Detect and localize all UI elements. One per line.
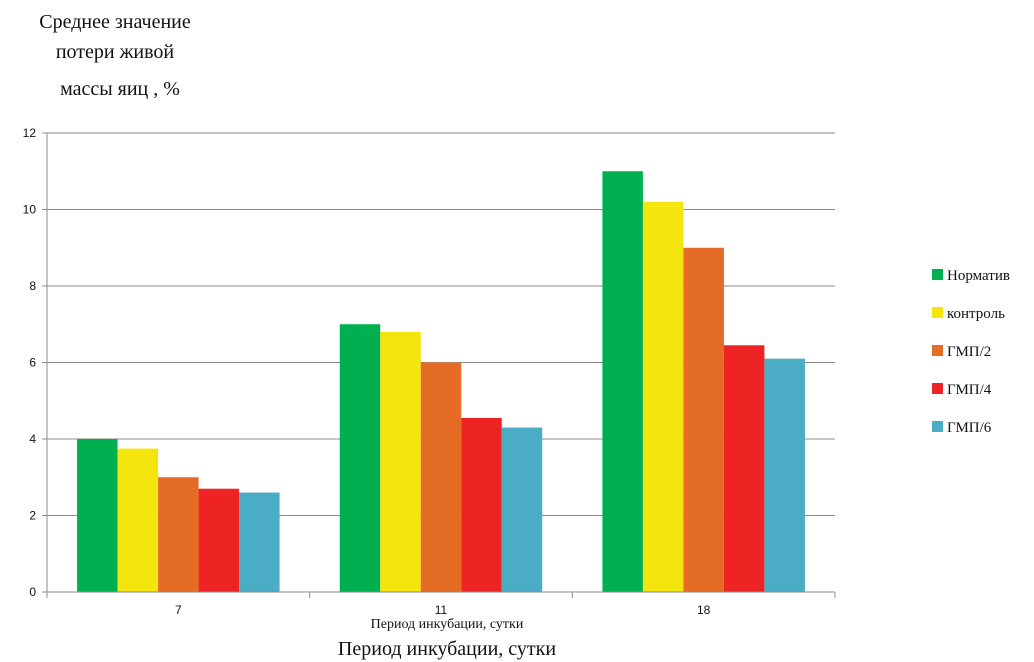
legend-label: Норматив xyxy=(947,268,1010,284)
y-tick-label: 12 xyxy=(23,126,37,140)
legend-swatch xyxy=(932,269,943,280)
bar xyxy=(642,201,684,592)
x-tick-labels: 7 11 18 xyxy=(175,603,711,617)
bar xyxy=(380,331,421,592)
legend-label: ГМП/2 xyxy=(947,344,991,360)
bar xyxy=(339,324,381,592)
x-tick-label: 18 xyxy=(697,603,711,617)
y-tick-label: 10 xyxy=(23,203,37,217)
legend-swatch xyxy=(932,307,943,318)
y-axis-title-line-1: Среднее значение xyxy=(39,11,191,33)
bar xyxy=(501,427,543,592)
x-tick-label: 11 xyxy=(435,603,448,617)
x-tick-label: 7 xyxy=(175,603,182,617)
y-tick-label: 6 xyxy=(29,356,36,370)
bar xyxy=(77,439,118,592)
y-tick-label: 4 xyxy=(29,432,36,446)
bar xyxy=(602,171,643,592)
bar xyxy=(198,488,240,592)
legend-label: ГМП/4 xyxy=(947,382,992,398)
bar xyxy=(117,448,159,592)
legend-swatch xyxy=(932,345,943,356)
legend: Норматив контроль ГМП/2 ГМП/4 ГМП/6 xyxy=(932,268,1010,436)
bar xyxy=(461,417,502,592)
y-tick-labels: 0 2 4 6 8 10 12 xyxy=(23,126,37,599)
bar xyxy=(239,492,280,592)
x-axis-title-inner: Период инкубации, сутки xyxy=(371,617,524,632)
bar xyxy=(764,358,805,592)
bar xyxy=(723,345,765,592)
y-axis-title-line-2: потери живой xyxy=(56,41,175,63)
legend-swatch xyxy=(932,421,943,432)
y-axis-title: Среднее значение потери живой массы яиц … xyxy=(39,11,191,100)
bar xyxy=(420,362,462,592)
x-axis-title: Период инкубации, сутки xyxy=(338,638,556,660)
bars xyxy=(77,171,805,592)
legend-label: контроль xyxy=(947,306,1005,322)
legend-label: ГМП/6 xyxy=(947,420,992,436)
y-tick-label: 2 xyxy=(29,509,36,523)
axes xyxy=(46,133,836,598)
bar xyxy=(683,247,724,592)
legend-swatch xyxy=(932,383,943,394)
y-tick-label: 8 xyxy=(29,279,36,293)
y-tick-label: 0 xyxy=(29,585,36,599)
y-axis-title-line-3: массы яиц , % xyxy=(60,78,180,100)
bar xyxy=(158,477,199,592)
